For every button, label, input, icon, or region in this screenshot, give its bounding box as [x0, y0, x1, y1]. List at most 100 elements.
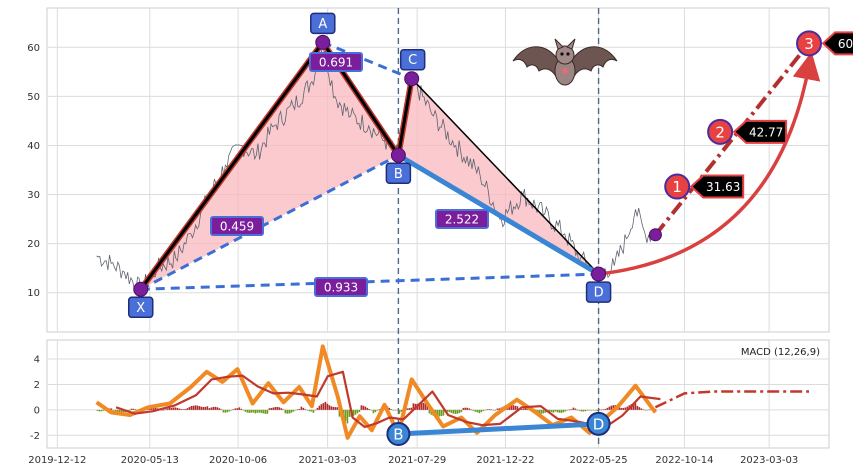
- pattern-triangle: [398, 78, 599, 275]
- macd-histogram-bar: [438, 409, 441, 417]
- macd-divergence: BD: [386, 411, 611, 447]
- macd-histogram-bar: [610, 405, 613, 410]
- macd-histogram-bar: [374, 409, 377, 413]
- pattern-point-label: A: [318, 17, 327, 32]
- macd-histogram-bar: [396, 409, 399, 411]
- macd-histogram-bar: [332, 406, 335, 410]
- macd-histogram-bar: [584, 409, 587, 412]
- macd-histogram-bar: [646, 409, 649, 411]
- macd-divergence-marker: [386, 422, 411, 447]
- macd-histogram-bar: [246, 409, 249, 413]
- macd-histogram-bar: [344, 409, 347, 422]
- macd-histogram-bar: [318, 405, 321, 410]
- macd-histogram-bar: [626, 406, 629, 410]
- pattern-vertical-lines: [397, 8, 600, 448]
- macd-histogram-bar: [312, 409, 315, 413]
- macd-histogram-bar: [460, 409, 463, 413]
- macd-histogram-bar: [240, 408, 243, 410]
- pattern-point-label: B: [394, 167, 403, 182]
- macd-histogram-bar: [400, 409, 403, 412]
- macd-histogram-bar: [178, 408, 181, 410]
- macd-histogram-bar: [306, 409, 309, 411]
- macd-histogram-bar: [154, 407, 157, 410]
- target-projection-line: [653, 42, 811, 237]
- macd-histogram-bar: [102, 409, 105, 411]
- macd-histogram-bar: [210, 407, 213, 410]
- macd-histogram-bar: [482, 409, 485, 411]
- macd-histogram-bar: [218, 408, 221, 410]
- macd-histogram-bar: [250, 409, 253, 413]
- macd-projection-line: [654, 390, 809, 409]
- macd-histogram-bar: [566, 409, 569, 411]
- x-tick-label: 2021-03-03: [299, 455, 357, 466]
- macd-histogram-bar: [596, 409, 599, 411]
- macd-histogram-bar: [378, 409, 381, 410]
- macd-histogram-bar: [552, 409, 555, 413]
- macd-histogram-bar: [338, 409, 341, 417]
- macd-histogram-bar: [642, 409, 645, 411]
- pattern-point-marker: [404, 71, 420, 87]
- macd-histogram-bar: [514, 405, 517, 410]
- macd-histogram-bar: [300, 406, 303, 410]
- macd-histogram-bar: [592, 409, 595, 411]
- macd-histogram-bar: [586, 409, 589, 411]
- y-tick-label: 10: [27, 288, 40, 299]
- macd-histogram-bar: [254, 409, 257, 414]
- macd-histogram-bar: [622, 407, 625, 410]
- pattern-point-box: [585, 281, 612, 303]
- target-value-tag: [689, 174, 745, 199]
- macd-histogram-bar: [268, 408, 271, 410]
- pattern-points: X A B C D: [127, 12, 612, 319]
- macd-histogram-bar: [648, 409, 651, 411]
- projection-targets: 31.63 1 42.77 2 60.80 3: [598, 30, 853, 276]
- y-tick-label: 30: [27, 190, 40, 201]
- macd-histogram-bar: [412, 403, 415, 410]
- macd-histogram-bar: [168, 407, 171, 410]
- x-tick-label: 2021-07-29: [388, 455, 446, 466]
- macd-histogram-bar: [180, 409, 183, 410]
- macd-histogram-bar: [112, 409, 115, 411]
- macd-histogram-bar: [576, 409, 579, 411]
- macd-histogram-bar: [234, 408, 237, 410]
- x-tick-label: 2020-10-06: [209, 455, 267, 466]
- macd-histogram-bar: [442, 409, 445, 416]
- macd-histogram-bar: [238, 407, 241, 410]
- target-value-text: 60.80: [838, 37, 853, 51]
- x-tick-label: 2019-12-12: [28, 455, 86, 466]
- macd-histogram-bar: [364, 406, 367, 410]
- macd-histogram-bar: [538, 409, 541, 414]
- target-number: 1: [672, 178, 682, 196]
- macd-histogram-bar: [512, 405, 515, 410]
- macd-histogram-bar: [196, 405, 199, 410]
- macd-histogram-bar: [236, 408, 239, 410]
- macd-histogram-bar: [120, 409, 123, 414]
- macd-histogram-bar: [282, 409, 285, 411]
- ratio-box: [435, 209, 489, 229]
- macd-histogram-bar: [550, 409, 553, 412]
- macd-histogram-bar: [640, 408, 643, 410]
- macd-histogram-bar: [304, 409, 307, 410]
- macd-histogram-bar: [462, 407, 465, 410]
- ratio-box: [210, 216, 264, 236]
- macd-histogram-bar: [390, 409, 393, 410]
- macd-histogram-bar: [470, 409, 473, 411]
- macd-histogram-bar: [330, 406, 333, 410]
- macd-histogram-bar: [362, 405, 365, 410]
- macd-histogram-bar: [562, 409, 565, 413]
- macd-histogram-bar: [152, 407, 155, 410]
- y-tick-label: 4: [34, 355, 40, 366]
- target-circle: [664, 173, 691, 200]
- macd-histogram-bar: [100, 409, 103, 412]
- macd-histogram-bar: [214, 406, 217, 410]
- macd-histogram-bar: [446, 409, 449, 412]
- bat-icon: [512, 38, 618, 86]
- macd-histogram-bar: [454, 409, 457, 414]
- macd-histogram-bar: [456, 409, 459, 414]
- macd-histogram-bar: [322, 403, 325, 410]
- macd-histogram-bar: [368, 409, 371, 410]
- pattern-point-label: C: [408, 53, 417, 68]
- macd-histogram-bar: [524, 407, 527, 410]
- pattern-point-box: [399, 48, 426, 71]
- macd-histogram-bar: [206, 406, 209, 410]
- macd-histogram-bar: [392, 409, 395, 411]
